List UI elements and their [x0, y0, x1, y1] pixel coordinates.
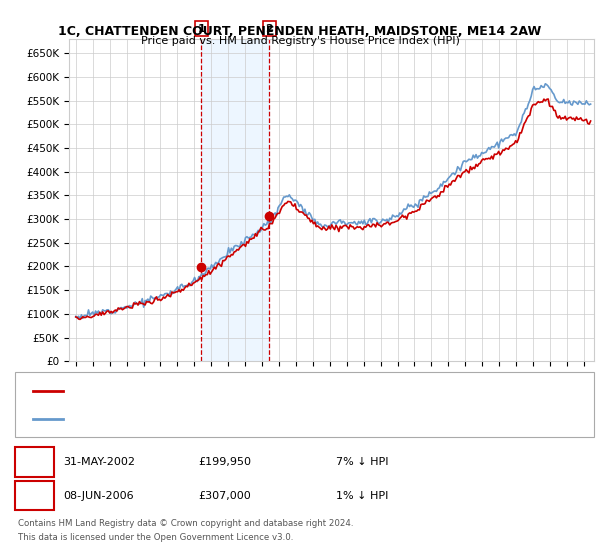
Text: £307,000: £307,000 — [198, 491, 251, 501]
Text: Price paid vs. HM Land Registry's House Price Index (HPI): Price paid vs. HM Land Registry's House … — [140, 36, 460, 46]
Text: 2: 2 — [30, 489, 38, 502]
Text: 7% ↓ HPI: 7% ↓ HPI — [336, 457, 389, 467]
Text: 1C, CHATTENDEN COURT, PENENDEN HEATH, MAIDSTONE, ME14 2AW (detached house): 1C, CHATTENDEN COURT, PENENDEN HEATH, MA… — [69, 386, 499, 395]
Text: 1: 1 — [30, 455, 38, 469]
Text: Contains HM Land Registry data © Crown copyright and database right 2024.: Contains HM Land Registry data © Crown c… — [18, 519, 353, 528]
Text: 2: 2 — [266, 24, 274, 34]
Bar — [202, 39, 269, 361]
Text: This data is licensed under the Open Government Licence v3.0.: This data is licensed under the Open Gov… — [18, 533, 293, 542]
Text: 1% ↓ HPI: 1% ↓ HPI — [336, 491, 388, 501]
Text: 08-JUN-2006: 08-JUN-2006 — [63, 491, 134, 501]
Text: 1C, CHATTENDEN COURT, PENENDEN HEATH, MAIDSTONE, ME14 2AW: 1C, CHATTENDEN COURT, PENENDEN HEATH, MA… — [58, 25, 542, 38]
Text: HPI: Average price, detached house, Maidstone: HPI: Average price, detached house, Maid… — [69, 414, 301, 423]
Text: £199,950: £199,950 — [198, 457, 251, 467]
Text: 1: 1 — [197, 24, 205, 34]
Text: 31-MAY-2002: 31-MAY-2002 — [63, 457, 135, 467]
